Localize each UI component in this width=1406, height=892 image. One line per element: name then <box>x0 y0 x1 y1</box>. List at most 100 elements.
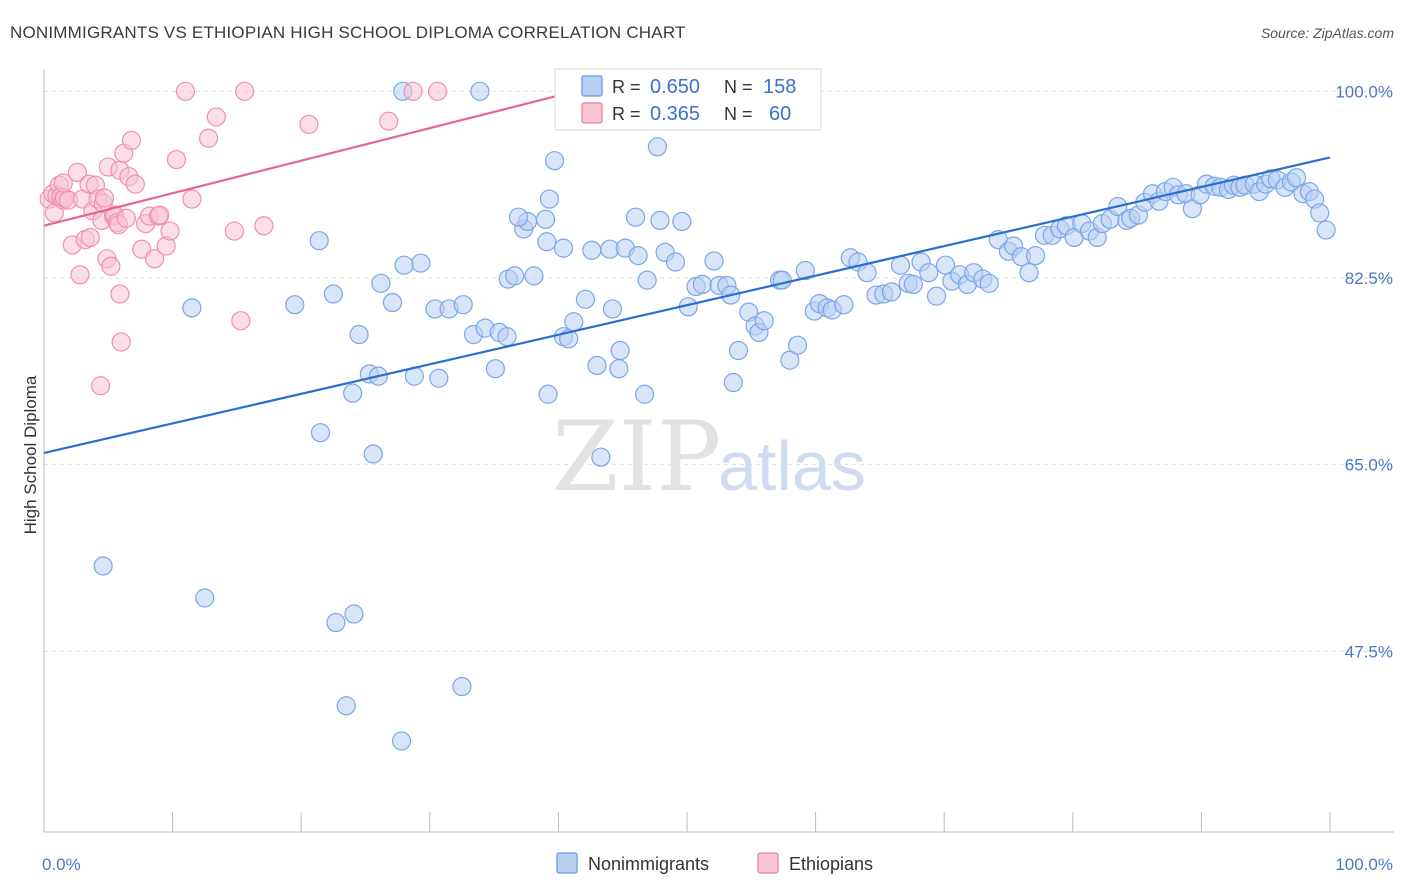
point-nonimmigrants-14 <box>429 368 449 388</box>
point-nonimmigrants-145 <box>394 255 414 275</box>
point-nonimmigrants-57 <box>723 372 743 393</box>
point-ethiopians-45 <box>166 150 187 170</box>
point-nonimmigrants-53 <box>704 251 724 271</box>
point-nonimmigrants-39 <box>602 299 623 319</box>
point-nonimmigrants-2 <box>309 231 329 251</box>
point-nonimmigrants-144 <box>323 284 343 304</box>
point-nonimmigrants-83 <box>919 263 939 283</box>
point-nonimmigrants-34 <box>575 289 596 309</box>
point-ethiopians-56 <box>175 81 196 101</box>
point-ethiopians-50 <box>231 311 251 331</box>
point-nonimmigrants-152 <box>326 612 346 633</box>
point-nonimmigrants-33 <box>564 312 584 332</box>
bottom-legend-nonimmigrants: Nonimmigrants <box>588 854 709 874</box>
point-nonimmigrants-4 <box>349 324 369 345</box>
point-ethiopians-57 <box>254 216 274 236</box>
legend-swatch-ethiopians <box>581 102 603 124</box>
point-nonimmigrants-21 <box>497 327 517 347</box>
point-ethiopians-34 <box>116 208 136 228</box>
point-nonimmigrants-66 <box>787 335 808 355</box>
point-ethiopians-36 <box>121 130 142 150</box>
point-nonimmigrants-84 <box>926 286 947 306</box>
watermark: ZIP atlas <box>552 401 866 513</box>
point-nonimmigrants-29 <box>538 384 558 404</box>
point-ethiopians-58 <box>160 221 180 241</box>
point-ethiopians-25 <box>101 256 121 276</box>
point-nonimmigrants-135 <box>1286 168 1307 188</box>
point-ethiopians-32 <box>111 332 131 352</box>
point-nonimmigrants-97 <box>1025 246 1046 266</box>
point-ethiopians-11 <box>70 265 90 285</box>
legend-r-value-2: 0.365 <box>650 103 700 125</box>
point-nonimmigrants-91 <box>979 273 999 293</box>
point-ethiopians-10 <box>67 162 88 182</box>
point-ethiopians-37 <box>125 174 145 194</box>
watermark-atlas: atlas <box>718 427 866 505</box>
point-nonimmigrants-23 <box>505 266 525 286</box>
point-nonimmigrants-140 <box>1316 220 1336 240</box>
legend-n-value-1: 158 <box>763 76 796 98</box>
trend-line-ethiopians <box>43 94 559 227</box>
point-nonimmigrants-26 <box>524 266 544 286</box>
point-nonimmigrants-72 <box>834 295 854 315</box>
point-nonimmigrants-28 <box>539 189 559 209</box>
bottom-legend-swatch-ethiopians <box>757 852 779 874</box>
point-nonimmigrants-12 <box>411 253 431 273</box>
point-nonimmigrants-156 <box>452 676 472 697</box>
point-ethiopians-22 <box>94 188 115 208</box>
point-ethiopians-47 <box>199 128 219 148</box>
series-ethiopians <box>39 81 448 396</box>
trend-lines <box>43 94 1331 455</box>
legend-n-value-2: 60 <box>769 103 791 125</box>
point-ethiopians-15 <box>80 227 100 248</box>
point-nonimmigrants-16 <box>453 295 473 315</box>
point-nonimmigrants-30 <box>544 151 565 171</box>
point-nonimmigrants-27 <box>537 232 557 252</box>
point-nonimmigrants-78 <box>881 282 902 302</box>
point-ethiopians-19 <box>90 376 111 396</box>
x-tick-label-0: 0.0% <box>42 855 81 874</box>
point-ethiopians-31 <box>110 284 130 304</box>
point-nonimmigrants-79 <box>890 255 911 275</box>
point-nonimmigrants-46 <box>650 210 670 230</box>
point-nonimmigrants-7 <box>363 444 383 464</box>
bottom-legend-ethiopians: Ethiopians <box>789 854 873 874</box>
point-ethiopians-54 <box>427 81 448 101</box>
point-nonimmigrants-19 <box>485 359 505 379</box>
point-nonimmigrants-141 <box>553 238 574 258</box>
legend-r-value-1: 0.650 <box>650 76 700 98</box>
series-nonimmigrants <box>93 81 1336 751</box>
point-ethiopians-53 <box>403 81 423 101</box>
point-nonimmigrants-96 <box>1019 263 1039 283</box>
point-nonimmigrants-43 <box>628 246 648 266</box>
point-ethiopians-49 <box>224 221 244 241</box>
point-ethiopians-41 <box>144 249 165 269</box>
point-nonimmigrants-58 <box>728 340 749 361</box>
x-tick-label-1: 100.0% <box>1335 855 1393 874</box>
chart-title: NONIMMIGRANTS VS ETHIOPIAN HIGH SCHOOL D… <box>10 23 686 42</box>
point-nonimmigrants-67 <box>795 260 815 281</box>
y-tick-label-0: 47.5% <box>1345 642 1393 661</box>
legend-r-label-1: R = <box>612 77 641 97</box>
point-nonimmigrants-155 <box>391 731 412 751</box>
point-ethiopians-51 <box>299 114 319 135</box>
point-nonimmigrants-10 <box>382 292 403 313</box>
y-axis-label: High School Diploma <box>21 375 40 534</box>
point-nonimmigrants-153 <box>344 604 364 624</box>
point-nonimmigrants-3 <box>310 423 331 443</box>
y-tick-label-1: 65.0% <box>1345 456 1393 475</box>
chart-source: Source: ZipAtlas.com <box>1261 25 1394 41</box>
legend-swatch-nonimmigrants <box>581 75 603 97</box>
point-nonimmigrants-150 <box>93 556 113 576</box>
point-nonimmigrants-37 <box>591 447 611 467</box>
point-nonimmigrants-151 <box>195 588 215 608</box>
point-nonimmigrants-142 <box>508 207 529 227</box>
point-nonimmigrants-8 <box>343 383 363 403</box>
y-tick-label-3: 100.0% <box>1335 82 1393 101</box>
point-nonimmigrants-149 <box>535 209 556 229</box>
point-nonimmigrants-35 <box>582 240 602 260</box>
point-nonimmigrants-9 <box>371 273 391 293</box>
point-ethiopians-59 <box>53 173 73 193</box>
point-ethiopians-52 <box>379 111 399 131</box>
